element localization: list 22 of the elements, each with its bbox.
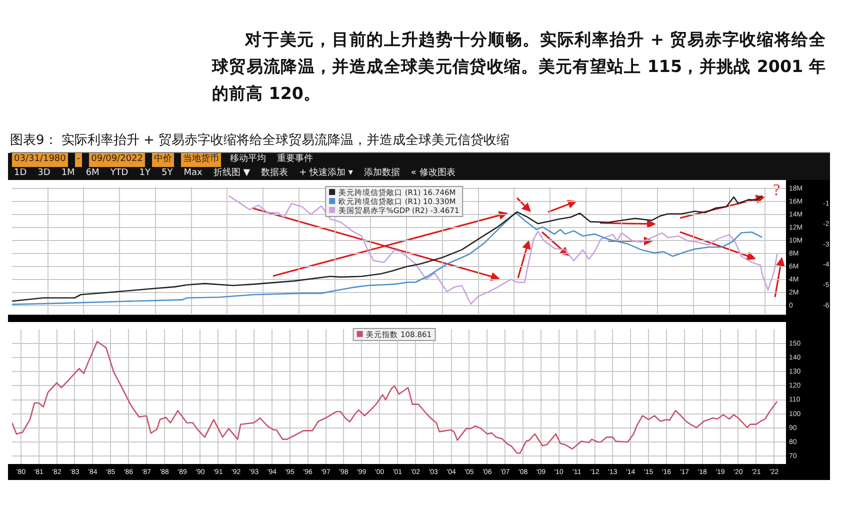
text: 折线图 ▼ xyxy=(212,166,252,180)
text: 移动平均 xyxy=(229,153,267,166)
text: - xyxy=(74,153,82,166)
text: 中价 xyxy=(152,153,174,166)
text: 重要事件 xyxy=(276,153,314,166)
text: YTD xyxy=(109,166,130,180)
text: 数据表 xyxy=(260,166,290,180)
text: 1D xyxy=(13,166,28,180)
text: 6M xyxy=(84,166,100,180)
text: 1M xyxy=(60,166,76,180)
text: + 快速添加 ▾ xyxy=(298,166,354,180)
text: 当地货币 xyxy=(181,153,221,166)
chart-subtitle: 对于美元，目前的上升趋势十分顺畅。实际利率抬升 + 贸易赤字收缩将给全球贸易流降温，并造成全球美元信贷收缩。美元有望站上 115，并挑战 2001 年的前高 120。 xyxy=(212,29,826,105)
text: « 修改图表 xyxy=(410,166,456,180)
text: 1Y xyxy=(138,166,152,180)
text: 3D xyxy=(36,166,52,180)
text: 5Y xyxy=(160,166,174,180)
text: 09/09/2022 xyxy=(89,153,145,166)
text: Max xyxy=(182,166,204,180)
text: 03/31/1980 xyxy=(12,153,68,166)
chart-title: 图表9： 实际利率抬升 + 贸易赤字收缩将给全球贸易流降温，并造成全球美元信贷收缩 xyxy=(10,131,830,153)
text: 添加数据 xyxy=(362,166,401,180)
